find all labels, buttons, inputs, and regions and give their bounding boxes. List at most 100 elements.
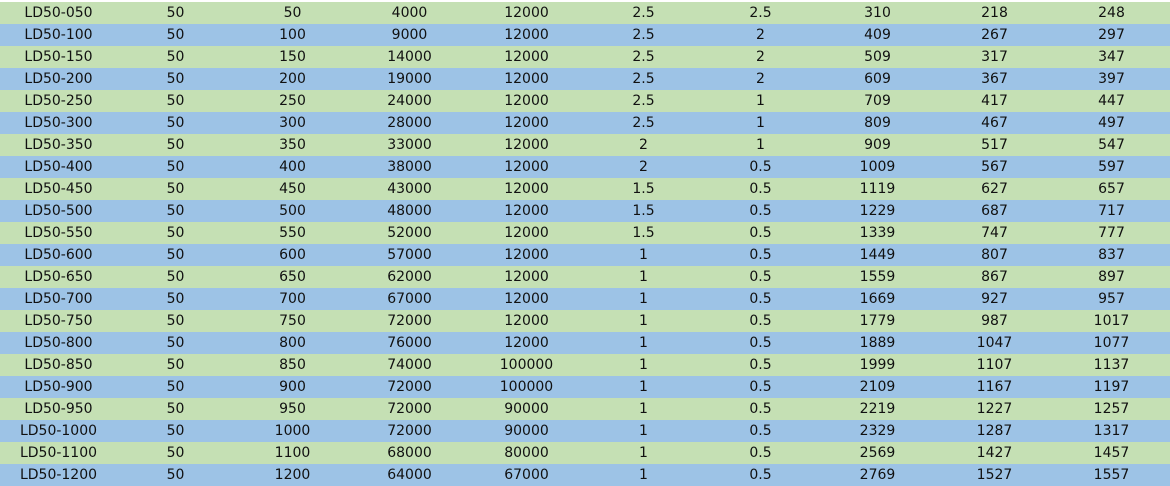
- table-cell[interactable]: 897: [1098, 269, 1125, 285]
- table-cell[interactable]: 1047: [976, 335, 1013, 351]
- table-cell[interactable]: 19000: [387, 71, 432, 87]
- table-cell[interactable]: 509: [864, 49, 891, 65]
- table-cell[interactable]: 50: [166, 335, 185, 351]
- table-cell[interactable]: 500: [279, 203, 306, 219]
- table-cell[interactable]: 24000: [387, 93, 432, 109]
- table-cell[interactable]: 1559: [859, 269, 896, 285]
- table-cell[interactable]: 1229: [859, 203, 896, 219]
- table-cell[interactable]: 12000: [504, 49, 549, 65]
- table-cell[interactable]: 90000: [504, 401, 549, 417]
- table-cell[interactable]: 1: [639, 335, 648, 351]
- table-cell[interactable]: 50: [166, 401, 185, 417]
- table-cell[interactable]: 1: [756, 93, 765, 109]
- table-cell[interactable]: 64000: [387, 467, 432, 483]
- table-cell[interactable]: 48000: [387, 203, 432, 219]
- table-cell[interactable]: 807: [981, 247, 1008, 263]
- table-cell[interactable]: 4000: [391, 5, 428, 21]
- table-cell[interactable]: 497: [1098, 115, 1125, 131]
- table-cell[interactable]: 50: [166, 247, 185, 263]
- table-cell[interactable]: 2329: [859, 423, 896, 439]
- table-cell[interactable]: 33000: [387, 137, 432, 153]
- table-cell[interactable]: 50: [166, 49, 185, 65]
- table-cell[interactable]: 2: [639, 137, 648, 153]
- table-cell[interactable]: 0.5: [749, 401, 772, 417]
- table-cell[interactable]: 68000: [387, 445, 432, 461]
- table-cell[interactable]: 1669: [859, 291, 896, 307]
- table-cell[interactable]: 1167: [976, 379, 1013, 395]
- table-cell[interactable]: 50: [166, 203, 185, 219]
- table-cell[interactable]: 467: [981, 115, 1008, 131]
- table-cell[interactable]: 50: [166, 115, 185, 131]
- table-cell[interactable]: 50: [166, 379, 185, 395]
- table-cell[interactable]: 50: [166, 291, 185, 307]
- table-cell[interactable]: 50: [166, 423, 185, 439]
- table-cell[interactable]: 1: [756, 137, 765, 153]
- model-cell[interactable]: LD50-150: [24, 49, 93, 65]
- model-cell[interactable]: LD50-600: [24, 247, 93, 263]
- table-cell[interactable]: 72000: [387, 313, 432, 329]
- table-cell[interactable]: 777: [1098, 225, 1125, 241]
- table-cell[interactable]: 267: [981, 27, 1008, 43]
- table-cell[interactable]: 1: [639, 357, 648, 373]
- table-cell[interactable]: 0.5: [749, 357, 772, 373]
- table-cell[interactable]: 297: [1098, 27, 1125, 43]
- table-cell[interactable]: 50: [166, 313, 185, 329]
- table-cell[interactable]: 12000: [504, 27, 549, 43]
- table-cell[interactable]: 72000: [387, 379, 432, 395]
- table-cell[interactable]: 2.5: [632, 115, 655, 131]
- table-cell[interactable]: 50: [283, 5, 302, 21]
- model-cell[interactable]: LD50-950: [24, 401, 93, 417]
- table-cell[interactable]: 2769: [859, 467, 896, 483]
- model-cell[interactable]: LD50-1100: [19, 445, 98, 461]
- table-cell[interactable]: 957: [1098, 291, 1125, 307]
- table-cell[interactable]: 52000: [387, 225, 432, 241]
- table-cell[interactable]: 50: [166, 27, 185, 43]
- model-cell[interactable]: LD50-550: [24, 225, 93, 241]
- table-cell[interactable]: 67000: [504, 467, 549, 483]
- table-cell[interactable]: 2: [756, 49, 765, 65]
- model-cell[interactable]: LD50-250: [24, 93, 93, 109]
- table-cell[interactable]: 909: [864, 137, 891, 153]
- table-cell[interactable]: 50: [166, 159, 185, 175]
- table-cell[interactable]: 700: [279, 291, 306, 307]
- table-cell[interactable]: 447: [1098, 93, 1125, 109]
- table-cell[interactable]: 550: [279, 225, 306, 241]
- table-cell[interactable]: 597: [1098, 159, 1125, 175]
- table-cell[interactable]: 310: [864, 5, 891, 21]
- table-cell[interactable]: 50: [166, 5, 185, 21]
- table-cell[interactable]: 517: [981, 137, 1008, 153]
- table-cell[interactable]: 1449: [859, 247, 896, 263]
- table-cell[interactable]: 12000: [504, 71, 549, 87]
- table-cell[interactable]: 1100: [274, 445, 311, 461]
- table-cell[interactable]: 0.5: [749, 335, 772, 351]
- table-cell[interactable]: 2.5: [632, 5, 655, 21]
- table-cell[interactable]: 657: [1098, 181, 1125, 197]
- table-cell[interactable]: 1197: [1093, 379, 1130, 395]
- table-cell[interactable]: 74000: [387, 357, 432, 373]
- table-cell[interactable]: 1: [639, 445, 648, 461]
- table-cell[interactable]: 1000: [274, 423, 311, 439]
- table-cell[interactable]: 950: [279, 401, 306, 417]
- table-cell[interactable]: 0.5: [749, 445, 772, 461]
- table-cell[interactable]: 57000: [387, 247, 432, 263]
- table-cell[interactable]: 50: [166, 357, 185, 373]
- table-cell[interactable]: 1: [639, 313, 648, 329]
- table-cell[interactable]: 1889: [859, 335, 896, 351]
- table-cell[interactable]: 0.5: [749, 379, 772, 395]
- table-cell[interactable]: 38000: [387, 159, 432, 175]
- table-cell[interactable]: 809: [864, 115, 891, 131]
- table-cell[interactable]: 150: [279, 49, 306, 65]
- table-cell[interactable]: 0.5: [749, 181, 772, 197]
- model-cell[interactable]: LD50-650: [24, 269, 93, 285]
- table-cell[interactable]: 200: [279, 71, 306, 87]
- table-cell[interactable]: 62000: [387, 269, 432, 285]
- table-cell[interactable]: 1779: [859, 313, 896, 329]
- table-cell[interactable]: 100: [279, 27, 306, 43]
- table-cell[interactable]: 0.5: [749, 247, 772, 263]
- table-cell[interactable]: 248: [1098, 5, 1125, 21]
- table-cell[interactable]: 1317: [1093, 423, 1130, 439]
- table-cell[interactable]: 50: [166, 445, 185, 461]
- table-cell[interactable]: 0.5: [749, 291, 772, 307]
- table-cell[interactable]: 2.5: [632, 93, 655, 109]
- table-cell[interactable]: 1: [639, 269, 648, 285]
